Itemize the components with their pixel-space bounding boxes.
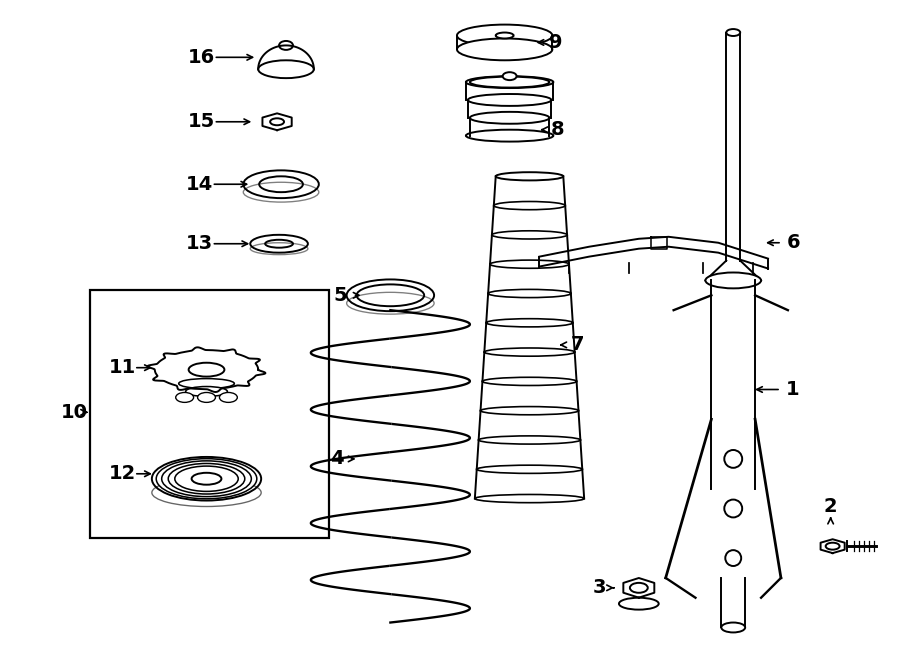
Text: 8: 8: [551, 120, 564, 139]
Ellipse shape: [496, 173, 563, 180]
Ellipse shape: [486, 319, 572, 327]
Text: 2: 2: [824, 497, 837, 516]
Ellipse shape: [176, 393, 194, 403]
Ellipse shape: [475, 494, 584, 502]
Ellipse shape: [470, 112, 549, 124]
Ellipse shape: [152, 457, 261, 500]
Ellipse shape: [477, 465, 582, 473]
Text: 4: 4: [330, 449, 344, 469]
Polygon shape: [821, 539, 845, 553]
Bar: [90, 290, 328, 538]
Ellipse shape: [825, 543, 840, 550]
Ellipse shape: [503, 72, 517, 80]
Text: 1: 1: [786, 380, 800, 399]
Ellipse shape: [496, 32, 514, 38]
Text: 6: 6: [788, 233, 801, 253]
Circle shape: [724, 450, 742, 468]
Text: 15: 15: [188, 112, 215, 132]
Polygon shape: [539, 237, 768, 268]
Ellipse shape: [250, 235, 308, 253]
Ellipse shape: [179, 379, 234, 389]
Text: 13: 13: [186, 234, 213, 253]
Ellipse shape: [220, 393, 238, 403]
Ellipse shape: [198, 393, 215, 403]
Ellipse shape: [356, 284, 424, 306]
Ellipse shape: [488, 290, 571, 297]
Text: 7: 7: [571, 335, 584, 354]
Text: 16: 16: [188, 48, 215, 67]
Ellipse shape: [630, 583, 648, 593]
Ellipse shape: [721, 623, 745, 633]
Ellipse shape: [468, 94, 552, 106]
Ellipse shape: [162, 461, 251, 496]
Polygon shape: [148, 347, 266, 392]
Ellipse shape: [470, 77, 549, 87]
Ellipse shape: [479, 436, 580, 444]
Ellipse shape: [157, 459, 256, 499]
Ellipse shape: [270, 118, 284, 125]
Ellipse shape: [192, 473, 221, 485]
Text: 10: 10: [61, 403, 88, 422]
Ellipse shape: [706, 272, 761, 288]
Polygon shape: [263, 113, 292, 130]
Circle shape: [725, 550, 742, 566]
Ellipse shape: [266, 240, 293, 248]
Ellipse shape: [482, 377, 577, 385]
Ellipse shape: [457, 24, 553, 46]
Polygon shape: [624, 578, 654, 598]
Ellipse shape: [466, 76, 554, 88]
Ellipse shape: [457, 38, 553, 60]
Ellipse shape: [189, 363, 224, 377]
Ellipse shape: [279, 41, 293, 50]
Ellipse shape: [481, 407, 579, 415]
Ellipse shape: [185, 387, 228, 397]
Circle shape: [724, 500, 742, 518]
Text: 3: 3: [592, 578, 606, 598]
Ellipse shape: [259, 176, 303, 192]
Ellipse shape: [346, 280, 434, 311]
Ellipse shape: [258, 60, 314, 78]
Ellipse shape: [726, 29, 740, 36]
Text: 14: 14: [186, 175, 213, 194]
Ellipse shape: [168, 463, 245, 494]
Ellipse shape: [175, 466, 238, 491]
Text: 9: 9: [549, 33, 562, 52]
Ellipse shape: [619, 598, 659, 609]
Ellipse shape: [490, 260, 569, 268]
Ellipse shape: [492, 231, 567, 239]
Text: 12: 12: [108, 464, 136, 483]
Text: 11: 11: [108, 358, 136, 377]
Ellipse shape: [494, 202, 565, 210]
Ellipse shape: [484, 348, 575, 356]
Ellipse shape: [466, 130, 554, 141]
Ellipse shape: [243, 171, 319, 198]
Text: 5: 5: [334, 286, 347, 305]
